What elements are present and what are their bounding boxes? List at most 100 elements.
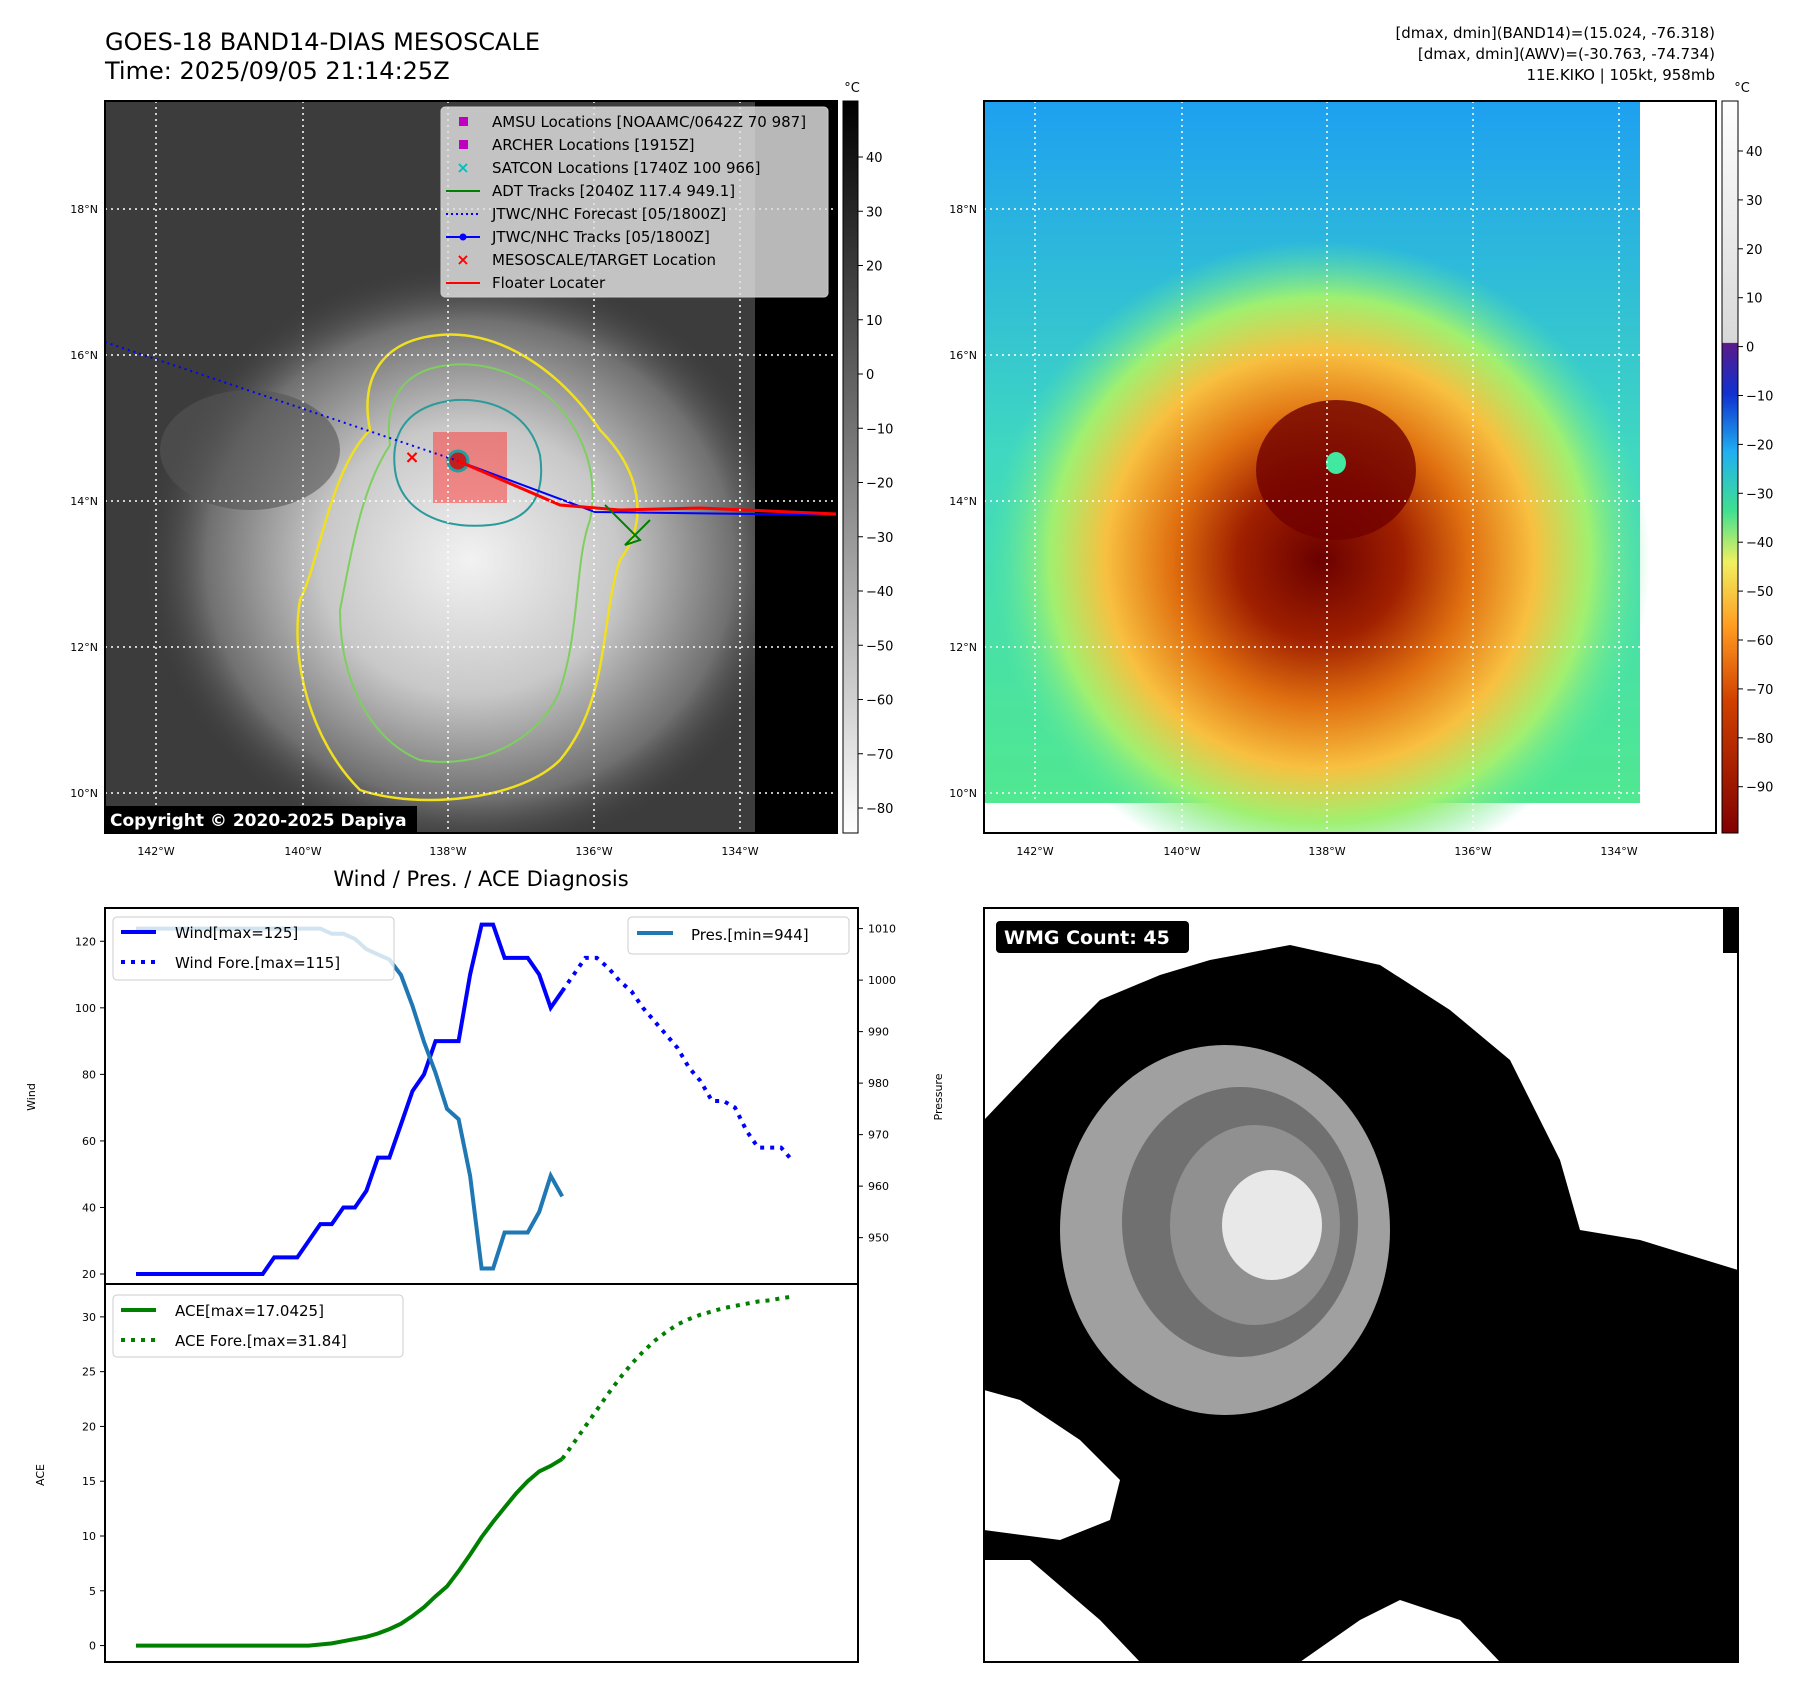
ir-colorbar-tick: −80 [866, 802, 893, 817]
awv-map-frame [983, 100, 1717, 834]
ir-colorbar-tick: 10 [866, 314, 883, 329]
pressure-axis-label: Pressure [932, 1073, 945, 1120]
legend-item: × MESOSCALE/TARGET Location [456, 250, 716, 269]
lat-tick-label: 14°N [70, 495, 98, 508]
y-tick-label: 40 [82, 1201, 96, 1214]
lon-tick-label: 136°W [1454, 845, 1491, 858]
legend-label: MESOSCALE/TARGET Location [492, 251, 716, 269]
awv-colorbar-tick: −70 [1746, 683, 1773, 698]
y-tick-label: 30 [82, 1311, 96, 1324]
ir-colorbar [842, 100, 859, 834]
lat-tick-label: 10°N [70, 787, 98, 800]
legend-item: JTWC/NHC Forecast [05/1800Z] [446, 205, 726, 223]
awv-colorbar-tick: −90 [1746, 781, 1773, 796]
series-line-0 [136, 922, 564, 1276]
lon-tick-label: 140°W [1163, 845, 1200, 858]
figure-title: GOES-18 BAND14-DIAS MESOSCALE [105, 28, 540, 56]
y-tick-label: 25 [82, 1366, 96, 1379]
y2-tick-label: 990 [868, 1026, 889, 1039]
y-tick-label: 15 [82, 1475, 96, 1488]
lat-tick-label: 10°N [949, 787, 977, 800]
lon-tick-label: 142°W [1016, 845, 1053, 858]
ir-colorbar-tick: −40 [866, 585, 893, 600]
legend-item: AMSU Locations [NOAAMC/0642Z 70 987] [459, 113, 806, 131]
awv-stats: [dmax, dmin](AWV)=(-30.763, -74.734) [1418, 45, 1715, 63]
awv-colorbar-tick: −30 [1746, 487, 1773, 502]
ir-colorbar-tick: −60 [866, 694, 893, 709]
band14-stats: [dmax, dmin](BAND14)=(15.024, -76.318) [1395, 24, 1715, 42]
lon-tick-label: 134°W [1600, 845, 1637, 858]
y-tick-label: 20 [82, 1420, 96, 1433]
legend-item: JTWC/NHC Tracks [05/1800Z] [446, 228, 710, 246]
ir-colorbar-tick: −20 [866, 477, 893, 492]
legend-label: ADT Tracks [2040Z 117.4 949.1] [492, 182, 735, 200]
y-tick-label: 20 [82, 1268, 96, 1281]
legend-label: JTWC/NHC Tracks [05/1800Z] [491, 228, 710, 246]
storm-info: 11E.KIKO | 105kt, 958mb [1526, 66, 1715, 84]
y2-tick-label: 950 [868, 1232, 889, 1245]
awv-colorbar-tick: −50 [1746, 585, 1773, 600]
ir-colorbar-tick: 40 [866, 151, 883, 166]
legend-label: ARCHER Locations [1915Z] [492, 136, 695, 154]
y2-tick-label: 980 [868, 1077, 889, 1090]
lon-tick-label: 136°W [575, 845, 612, 858]
ir-colorbar-tick: −10 [866, 422, 893, 437]
awv-storm-field [990, 240, 1650, 833]
ace-legend: ACE[max=17.0425] ACE Fore.[max=31.84] [112, 1294, 404, 1358]
y-tick-label: 10 [82, 1530, 96, 1543]
awv-colorbar-tick: 40 [1746, 145, 1763, 160]
floater-track [457, 459, 837, 516]
lat-tick-label: 18°N [70, 203, 98, 216]
figure-time: Time: 2025/09/05 21:14:25Z [104, 57, 450, 85]
ace-axis-label: ACE [34, 1464, 47, 1486]
awv-colorbar-tick: −60 [1746, 634, 1773, 649]
ir-colorbar-tick: −70 [866, 748, 893, 763]
legend-wind-forecast: Wind Fore.[max=115] [175, 954, 340, 972]
wmg-count: WMG Count: 45 [1004, 927, 1170, 949]
ir-cloud-mass [140, 260, 800, 833]
ir-colorbar-tick: 30 [866, 205, 883, 220]
forecast-track [105, 341, 459, 462]
legend-item: Floater Locater [446, 274, 606, 292]
wind-axis-label: Wind [25, 1083, 38, 1111]
mesoscale-target-marker: × [404, 447, 419, 468]
lat-tick-label: 16°N [70, 349, 98, 362]
y-tick-label: 60 [82, 1135, 96, 1148]
lat-tick-label: 14°N [949, 495, 977, 508]
ir-map-frame [104, 100, 838, 834]
wmg-core [1222, 1170, 1322, 1280]
legend-label: Floater Locater [492, 274, 606, 292]
awv-colorbar-tick: 0 [1746, 341, 1754, 356]
y2-tick-label: 960 [868, 1180, 889, 1193]
map-legend: AMSU Locations [NOAAMC/0642Z 70 987] ARCH… [440, 106, 829, 298]
awv-colorbar-tick: −20 [1746, 438, 1773, 453]
lon-tick-label: 138°W [429, 845, 466, 858]
y2-tick-label: 1000 [868, 974, 896, 987]
legend-item: ARCHER Locations [1915Z] [459, 136, 695, 154]
ir-colorbar-tick: −50 [866, 639, 893, 654]
awv-colorbar-tick: 10 [1746, 292, 1763, 307]
awv-colorbar-unit: °C [1734, 81, 1750, 96]
y2-tick-label: 1010 [868, 923, 896, 936]
lat-tick-label: 12°N [949, 641, 977, 654]
awv-colorbar-tick: −80 [1746, 732, 1773, 747]
contour-yellow [296, 333, 639, 802]
copyright-text: Copyright © 2020-2025 Dapiya [110, 811, 407, 831]
wmg-panel [984, 908, 1738, 1662]
y2-tick-label: 970 [868, 1129, 889, 1142]
ir-colorbar-unit: °C [844, 81, 860, 96]
diagnosis-title: Wind / Pres. / ACE Diagnosis [333, 867, 628, 891]
series-line-0 [136, 1457, 564, 1648]
copyright-box [105, 806, 417, 833]
y-tick-label: 5 [89, 1585, 96, 1598]
lat-tick-label: 12°N [70, 641, 98, 654]
ir-cloud-patch [160, 390, 340, 510]
awv-colorbar-tick: 30 [1746, 194, 1763, 209]
legend-ace-forecast: ACE Fore.[max=31.84] [175, 1332, 347, 1350]
legend-wind: Wind[max=125] [175, 924, 298, 942]
wmg-badge [996, 921, 1189, 953]
y-tick-label: 120 [75, 935, 96, 948]
wind-legend: Wind[max=125] Wind Fore.[max=115] [112, 916, 395, 981]
lon-tick-label: 142°W [137, 845, 174, 858]
